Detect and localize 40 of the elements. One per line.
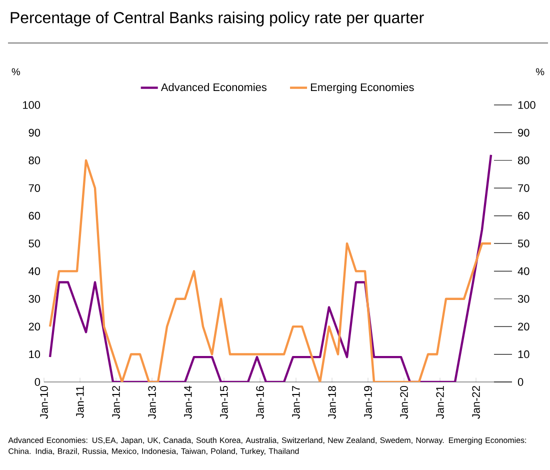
y2-tick-label: 80 (518, 156, 530, 164)
x-tick-label: Jan-11 (76, 386, 84, 418)
y-tick-label: 60 (28, 212, 40, 220)
x-tick-label: Jan-16 (256, 386, 264, 419)
y-tick-label: 70 (28, 184, 40, 192)
y2-tick-label: 100 (518, 101, 536, 109)
y2-tick-label: 20 (518, 322, 530, 330)
x-tick-label: Jan-15 (220, 386, 228, 419)
legend-label: Emerging Economies (311, 83, 414, 94)
y2-tick-label: 70 (518, 184, 530, 192)
y2-tick-label: 30 (518, 295, 530, 303)
y-tick-label: 40 (28, 267, 40, 276)
x-tick-label: Jan-19 (364, 386, 372, 419)
y2-tick-label: 50 (518, 240, 530, 248)
y-tick-label: 10 (29, 350, 40, 358)
x-tick-label: Jan-20 (400, 386, 408, 419)
y-tick-label: 20 (28, 322, 40, 330)
y-tick-label: 90 (28, 128, 40, 137)
y2-axis-title: % (536, 68, 544, 76)
y-tick-label: 100 (23, 101, 40, 109)
x-tick-label: Jan-21 (436, 386, 444, 419)
x-tick-label: Jan-12 (112, 386, 120, 419)
x-tick-label: Jan-10 (40, 386, 48, 419)
x-tick-label: Jan-14 (184, 386, 192, 419)
chart-title: Percentage of Central Banks raising policy rate per quarter (10, 12, 424, 26)
y2-tick-label: 10 (518, 350, 530, 358)
y2-tick-label: 90 (518, 128, 530, 137)
x-tick-label: Jan-13 (148, 386, 156, 419)
y2-tick-label: 0 (518, 378, 524, 386)
y-tick-label: 50 (28, 240, 40, 248)
x-tick-label: Jan-22 (472, 386, 480, 419)
y-tick-label: 30 (28, 295, 40, 303)
y-tick-label: 0 (34, 378, 40, 386)
y-axis-title: % (12, 68, 20, 76)
y2-tick-label: 40 (518, 267, 530, 276)
x-tick-label: Jan-18 (328, 386, 336, 419)
y2-tick-label: 60 (518, 212, 530, 220)
y-tick-label: 80 (28, 156, 40, 164)
x-tick-label: Jan-17 (292, 386, 300, 419)
legend-label: Advanced Economies (160, 83, 267, 92)
